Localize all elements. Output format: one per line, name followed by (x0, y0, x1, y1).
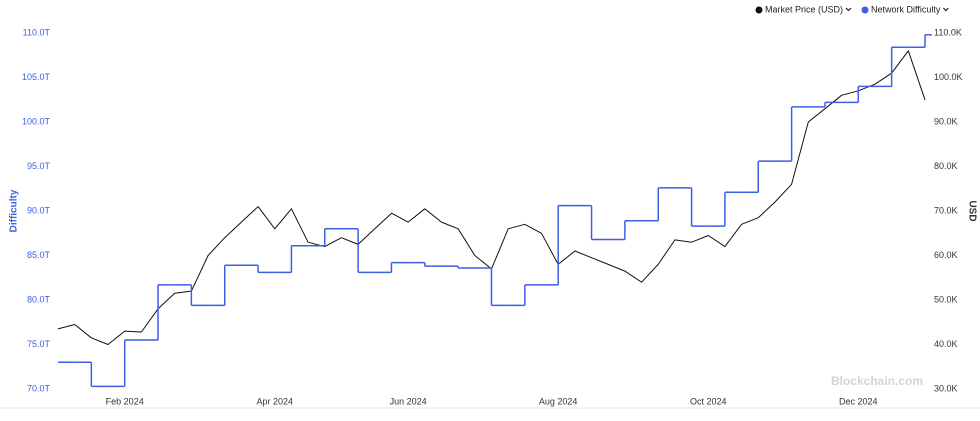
y-tick-label: 70.0T (27, 383, 51, 393)
legend-chevron (845, 7, 852, 12)
x-tick-label: Aug 2024 (539, 396, 578, 406)
y-tick-label: 105.0T (22, 72, 51, 82)
y2-tick-label: 50.0K (934, 294, 958, 304)
y2-tick-label: 80.0K (934, 161, 958, 171)
y2-axis-title: USD (966, 200, 977, 221)
y-axis-title: Difficulty (9, 189, 20, 232)
y2-tick-label: 40.0K (934, 339, 958, 349)
legend-marker (861, 6, 869, 14)
x-tick-label: Feb 2024 (106, 396, 144, 406)
y2-tick-label: 70.0K (934, 205, 958, 215)
y-tick-label: 90.0T (27, 205, 51, 215)
y2-tick-label: 90.0K (934, 116, 958, 126)
watermark: Blockchain.com (831, 374, 923, 388)
legend-marker (755, 6, 763, 14)
x-tick-label: Dec 2024 (839, 396, 878, 406)
y2-tick-label: 60.0K (934, 250, 958, 260)
legend-label[interactable]: Network Difficulty (871, 4, 941, 14)
y-tick-label: 85.0T (27, 250, 51, 260)
y2-tick-label: 100.0K (934, 72, 963, 82)
y-tick-label: 110.0T (23, 27, 51, 37)
y2-tick-label: 110.0K (934, 27, 962, 37)
y-tick-label: 75.0T (27, 339, 51, 349)
x-tick-label: Oct 2024 (690, 396, 727, 406)
legend-chevron (942, 7, 949, 12)
y-tick-label: 100.0T (22, 116, 51, 126)
x-tick-label: Jun 2024 (390, 396, 427, 406)
y2-tick-label: 30.0K (934, 383, 958, 393)
x-tick-label: Apr 2024 (256, 396, 293, 406)
y-tick-label: 95.0T (27, 161, 51, 171)
y-tick-label: 80.0T (27, 294, 51, 304)
legend-label[interactable]: Market Price (USD) (765, 4, 843, 14)
